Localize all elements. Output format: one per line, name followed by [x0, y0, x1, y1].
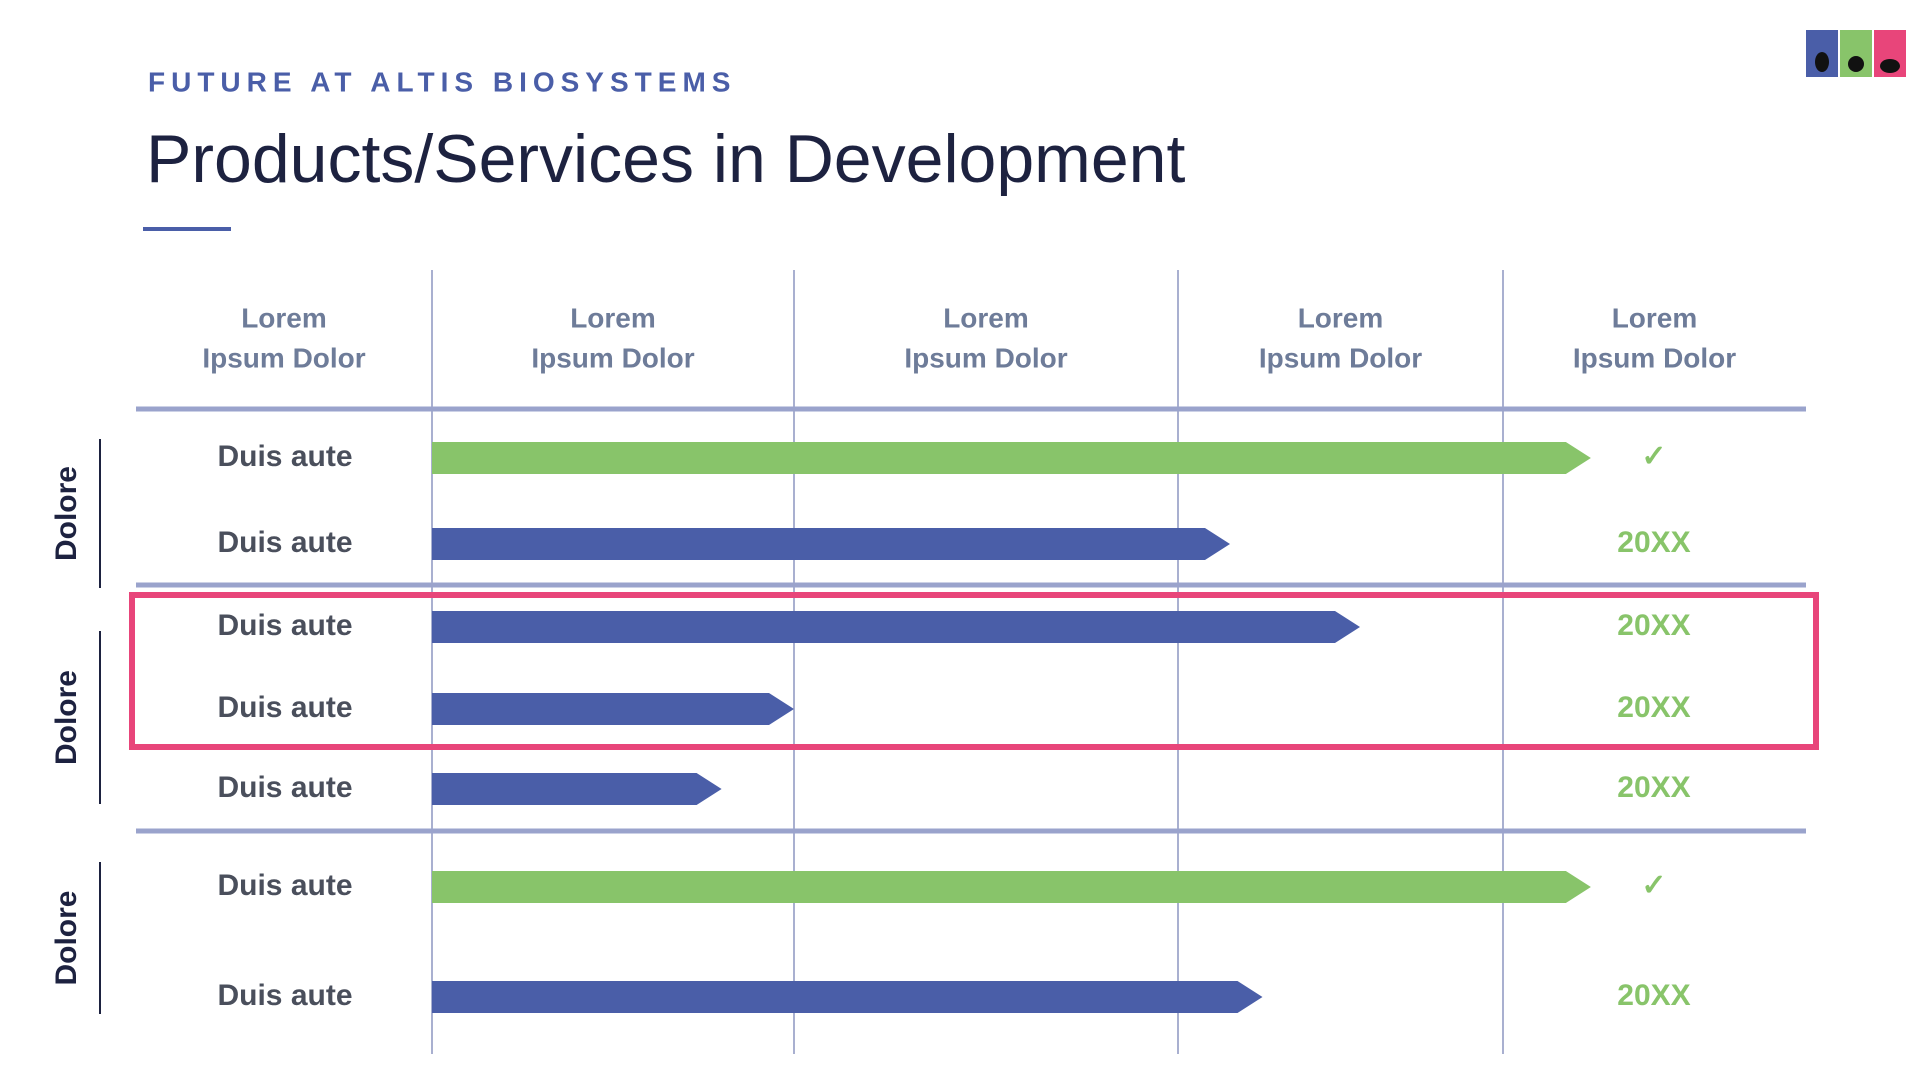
column-header: Lorem [570, 302, 656, 333]
row-label: Duis aute [217, 771, 352, 804]
logo-dot [1848, 56, 1864, 72]
row-label: Duis aute [217, 979, 352, 1012]
progress-bar [432, 442, 1591, 474]
column-header: Ipsum Dolor [202, 342, 365, 373]
row-status: 20XX [1617, 771, 1690, 804]
progress-bar [432, 773, 722, 805]
progress-bar [432, 871, 1591, 903]
column-header: Lorem [241, 302, 327, 333]
row-label: Duis aute [217, 609, 352, 642]
logo [1806, 30, 1906, 77]
logo-dot [1815, 52, 1829, 72]
eyebrow: FUTURE AT ALTIS BIOSYSTEMS [148, 66, 736, 97]
group-label: Dolore [50, 670, 83, 765]
column-header: Ipsum Dolor [1573, 342, 1736, 373]
row-status: ✓ [1641, 869, 1666, 902]
row-status: 20XX [1617, 691, 1690, 724]
highlight-box [129, 592, 1819, 750]
progress-bar [432, 528, 1230, 560]
progress-bar [432, 981, 1263, 1013]
content: Lorem Ipsum Dolor Lorem Ipsum Dolor Lorem Ips… [50, 302, 1736, 1014]
group-label: Dolore [50, 890, 83, 985]
title: Products/Services in Development [146, 121, 1185, 197]
column-header: Lorem [1612, 302, 1698, 333]
progress-bar [432, 611, 1360, 643]
logo-dot [1880, 59, 1900, 73]
column-header: Lorem [1298, 302, 1384, 333]
group-label: Dolore [50, 466, 83, 561]
row-label: Duis aute [217, 869, 352, 902]
column-header: Ipsum Dolor [531, 342, 694, 373]
row-status: 20XX [1617, 526, 1690, 559]
row-label: Duis aute [217, 440, 352, 473]
progress-bar [432, 693, 794, 725]
column-header: Lorem [943, 302, 1029, 333]
row-label: Duis aute [217, 526, 352, 559]
row-label: Duis aute [217, 691, 352, 724]
row-status: 20XX [1617, 979, 1690, 1012]
row-status: 20XX [1617, 609, 1690, 642]
row-status: ✓ [1641, 440, 1666, 473]
grid [136, 270, 1806, 1054]
title-underline [143, 227, 231, 231]
column-header: Ipsum Dolor [1259, 342, 1422, 373]
column-header: Ipsum Dolor [904, 342, 1067, 373]
